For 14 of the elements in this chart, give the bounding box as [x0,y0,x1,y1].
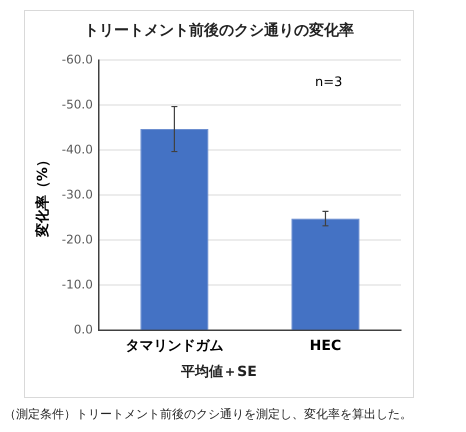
y-tick-label: -30.0 [62,187,93,202]
x-axis-title: 平均値＋SE [180,363,258,381]
x-tick-label: HEC [310,338,342,354]
text: （測定条件）トリートメント前後のクシ通りを測定し、変化率を算出した。 [4,406,412,423]
annotation: n=3 [315,75,342,90]
x-tick-label: タマリンドガム [125,338,224,354]
y-tick-label: -20.0 [62,232,93,246]
y-tick-label: -40.0 [62,142,93,156]
y-tick-label: -10.0 [62,277,93,292]
y-tick-label: -60.0 [62,52,93,66]
chart-title: トリートメント前後のクシ通りの変化率 [83,21,355,40]
y-tick-label: 0.0 [74,322,93,336]
y-tick-label: -50.0 [62,97,93,112]
y-axis-title: 変化率（%） [34,153,52,238]
